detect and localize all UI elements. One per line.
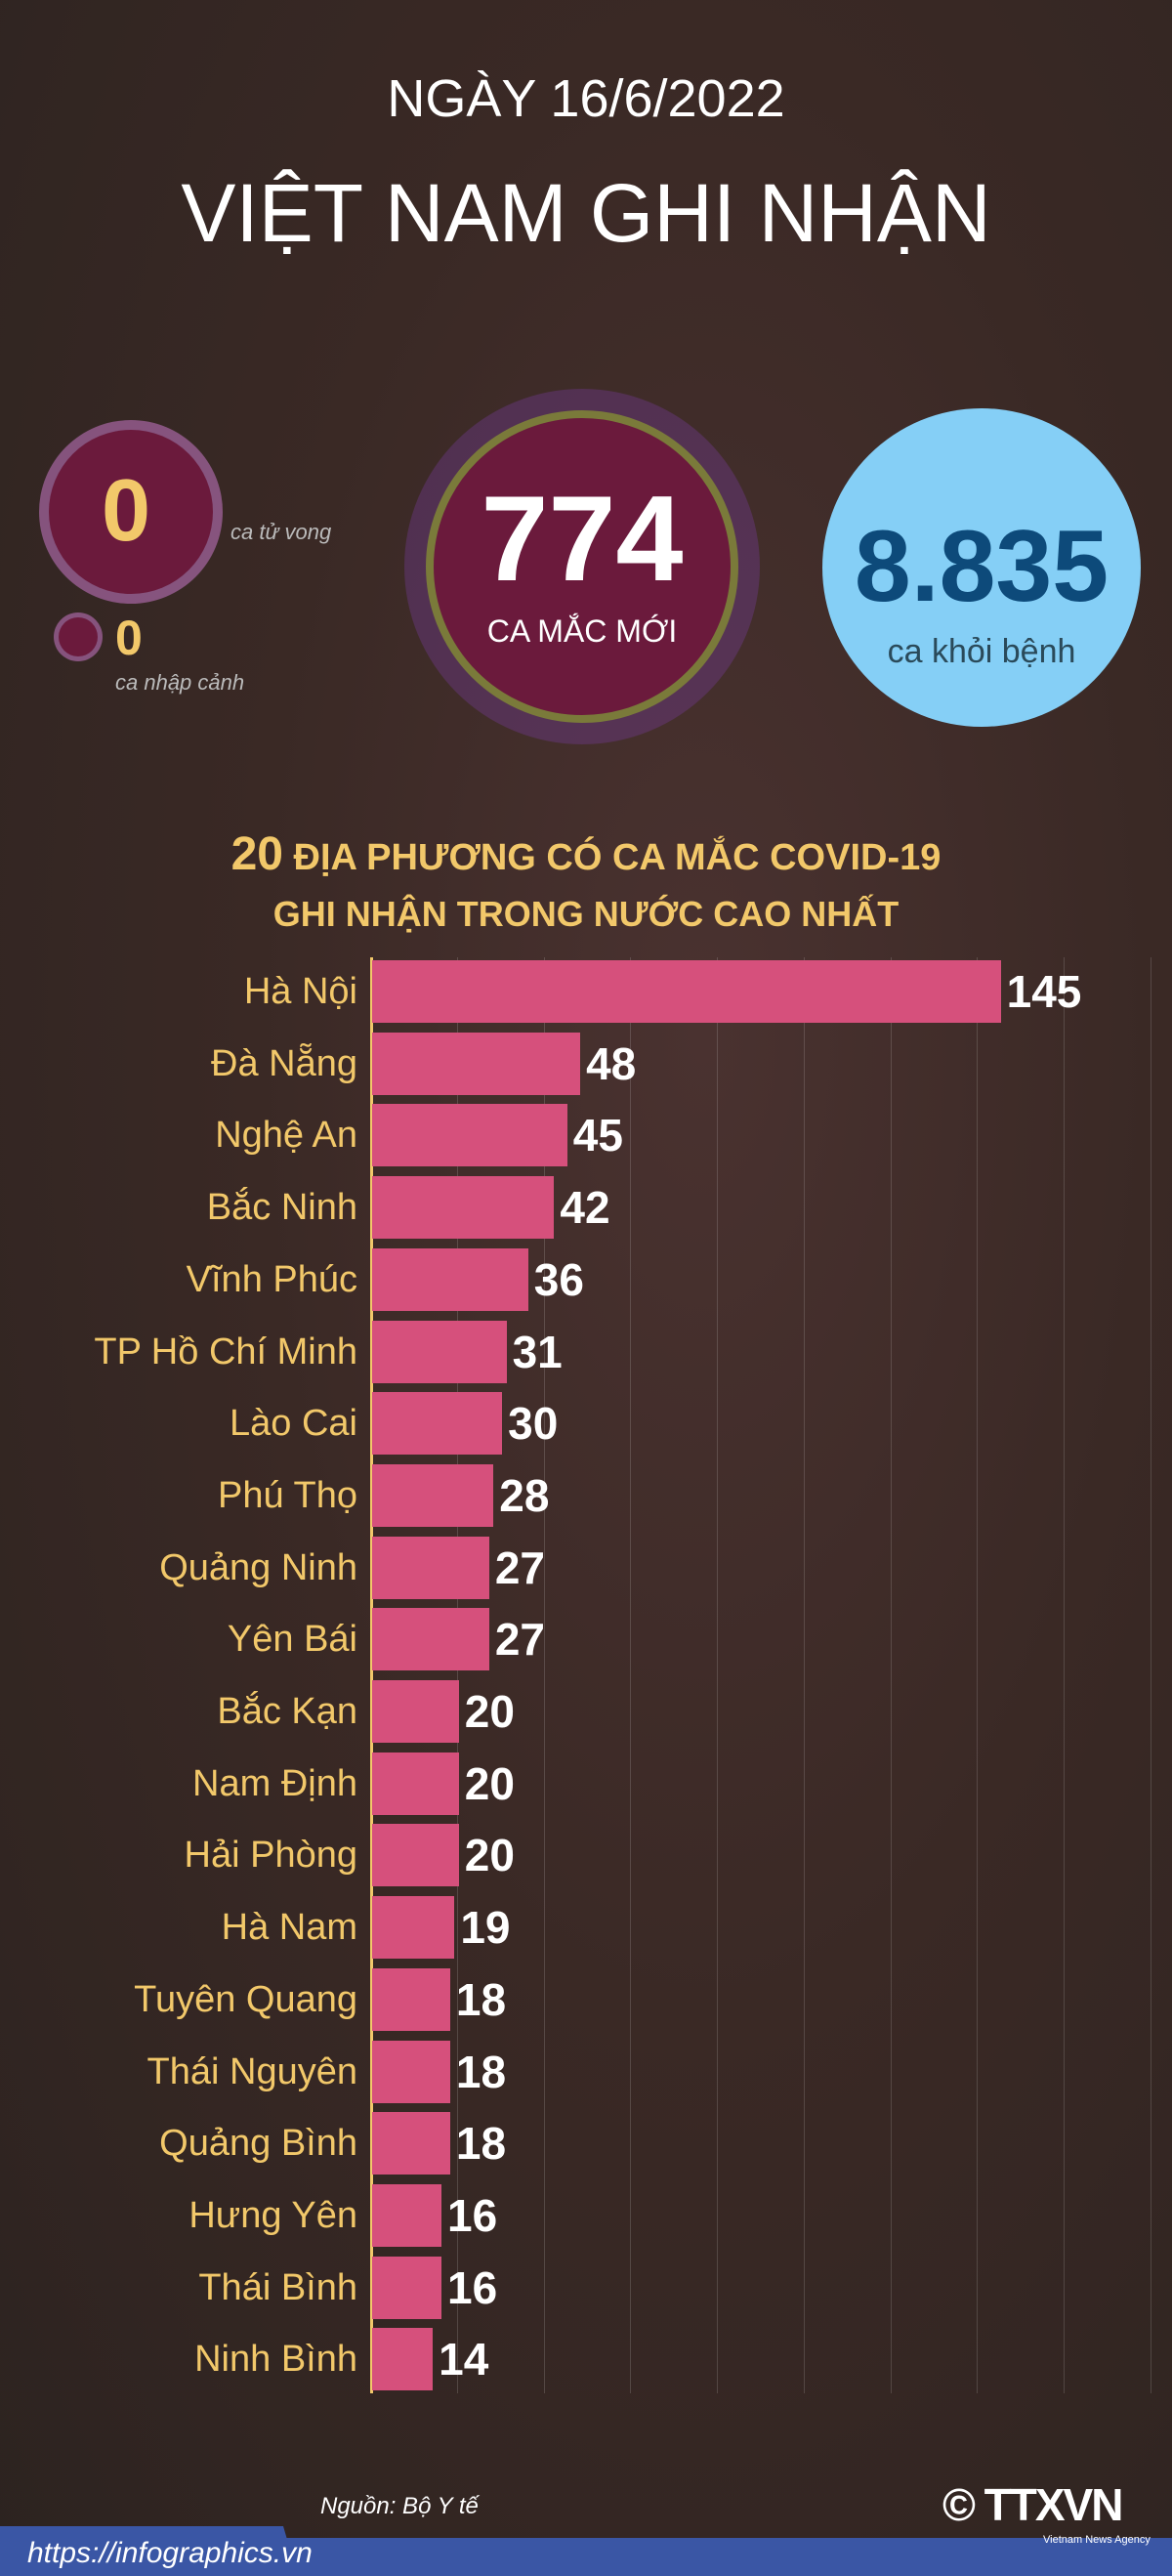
- website-link[interactable]: https://infographics.vn: [27, 2537, 313, 2569]
- value-label: 16: [447, 2189, 498, 2241]
- value-label: 16: [447, 2261, 498, 2313]
- source-note: Nguồn: Bộ Y tế: [320, 2493, 479, 2519]
- value-label: 18: [455, 2046, 507, 2097]
- page-title: VIỆT NAM GHI NHẬN: [181, 167, 991, 259]
- value-label: 14: [439, 2334, 489, 2386]
- gridline: [630, 957, 632, 2393]
- recovered-value: 8.835: [854, 510, 1109, 623]
- category-label: Hải Phòng: [184, 1835, 357, 1877]
- category-label: TP Hồ Chí Minh: [94, 1330, 357, 1372]
- bar: [372, 1032, 581, 1095]
- bar: [372, 1967, 450, 2031]
- category-label: Lào Cai: [230, 1403, 357, 1445]
- gridline: [803, 957, 805, 2393]
- bar: [372, 1392, 503, 1456]
- bar: [372, 1608, 489, 1671]
- ttxvn-logo: © TTXVN: [942, 2479, 1123, 2530]
- category-label: Thái Bình: [198, 2266, 357, 2308]
- category-label: Tuyên Quang: [134, 1978, 357, 2020]
- value-label: 30: [508, 1398, 559, 1450]
- gridline: [456, 957, 458, 2393]
- category-label: Quảng Bình: [159, 2123, 357, 2165]
- category-label: Nghệ An: [215, 1115, 357, 1157]
- value-label: 19: [460, 1902, 511, 1954]
- url-tab: [0, 2526, 298, 2576]
- value-label: 18: [455, 1973, 507, 2025]
- bar: [372, 960, 1001, 1023]
- value-label: 18: [455, 2118, 507, 2170]
- death-virus-icon: [49, 430, 213, 594]
- category-label: Bắc Kạn: [217, 1691, 357, 1732]
- bar: [372, 1463, 494, 1527]
- value-label: 42: [560, 1182, 610, 1234]
- deaths-label: ca tử vong: [230, 520, 332, 544]
- bar: [372, 2112, 450, 2175]
- bar: [372, 1896, 455, 1960]
- bar: [372, 2183, 442, 2247]
- chart-title-line1: 20 ĐỊA PHƯƠNG CÓ CA MẮC COVID-19: [0, 825, 1172, 887]
- bar: [372, 2040, 450, 2103]
- bar-chart: Hà Nội 145 Đà Nẵng 48 Nghệ An 45 Bắc Ninh 42 Vĩn…: [0, 957, 1172, 2403]
- value-label: 145: [1006, 966, 1082, 1017]
- bar: [372, 1320, 507, 1383]
- category-label: Nam Định: [192, 1762, 357, 1804]
- bar: [372, 1536, 489, 1599]
- chart-title-text: ĐỊA PHƯƠNG CÓ CA MẮC COVID-19: [293, 837, 942, 878]
- y-axis-line: [370, 957, 373, 2393]
- recovered-label: ca khỏi bệnh: [887, 633, 1076, 670]
- category-label: Thái Nguyên: [146, 2050, 357, 2092]
- gridline: [1064, 957, 1066, 2393]
- category-label: Hà Nam: [221, 1907, 357, 1949]
- gridline: [543, 957, 545, 2393]
- category-label: Yên Bái: [227, 1619, 357, 1661]
- value-label: 36: [533, 1253, 584, 1305]
- category-label: Hưng Yên: [188, 2194, 357, 2236]
- imported-virus-icon: [59, 617, 98, 656]
- bar: [372, 1104, 567, 1167]
- gridline: [977, 957, 979, 2393]
- value-label: 20: [464, 1830, 515, 1881]
- deaths-value: 0: [102, 462, 151, 560]
- bar: [372, 2256, 442, 2319]
- category-label: Phú Thọ: [218, 1474, 357, 1516]
- bar: [372, 1824, 459, 1887]
- bar: [372, 2328, 434, 2391]
- imported-value: 0: [115, 611, 143, 665]
- gridline: [890, 957, 892, 2393]
- value-label: 27: [494, 1614, 546, 1666]
- new-cases-value: 774: [481, 472, 684, 607]
- imported-label: ca nhập cảnh: [115, 670, 245, 695]
- bar: [372, 1752, 459, 1815]
- value-label: 20: [464, 1686, 515, 1737]
- date-heading: NGÀY 16/6/2022: [387, 69, 785, 128]
- value-label: 45: [572, 1110, 623, 1161]
- category-label: Hà Nội: [243, 971, 357, 1012]
- category-label: Đà Nẵng: [211, 1042, 357, 1084]
- bar: [372, 1247, 528, 1311]
- value-label: 28: [499, 1469, 550, 1521]
- logo-subtitle: Vietnam News Agency: [1043, 2534, 1151, 2546]
- value-label: 31: [512, 1326, 563, 1377]
- new-cases-label: CA MẮC MỚI: [486, 613, 678, 649]
- recovered-circle: [822, 408, 1141, 727]
- chart-title-line2: GHI NHẬN TRONG NƯỚC CAO NHẤT: [272, 894, 900, 934]
- value-label: 20: [464, 1757, 515, 1809]
- category-label: Quảng Ninh: [159, 1546, 357, 1588]
- category-label: Vĩnh Phúc: [186, 1258, 357, 1300]
- value-label: 48: [586, 1037, 637, 1089]
- value-label: 27: [494, 1541, 546, 1593]
- bar: [372, 1680, 459, 1743]
- gridline: [717, 957, 719, 2393]
- category-label: Ninh Bình: [194, 2339, 357, 2381]
- category-label: Bắc Ninh: [206, 1187, 357, 1229]
- bar: [372, 1176, 555, 1240]
- chart-title-number: 20: [230, 828, 283, 880]
- new-cases-virus-icon: [426, 410, 738, 723]
